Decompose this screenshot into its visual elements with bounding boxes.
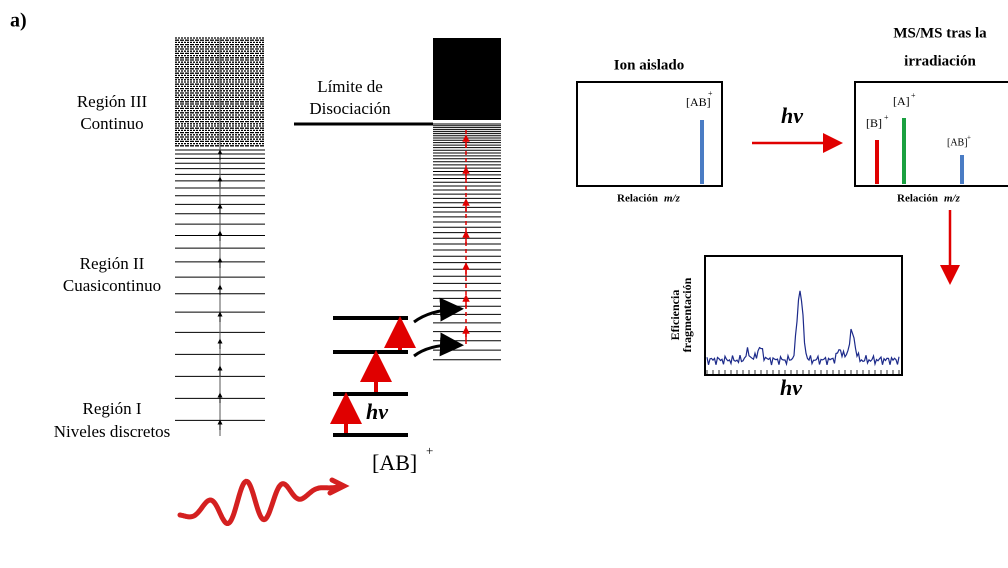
spectrum-box <box>854 81 1008 187</box>
peak-label: [A] <box>893 94 910 108</box>
photon-label: hv <box>366 399 388 424</box>
y-label: Eficiencia <box>668 290 682 341</box>
transfer-arrows <box>413 297 464 358</box>
panel-label: a) <box>10 10 27 32</box>
spectrum-title: irradiación <box>904 53 976 69</box>
ion-label: [AB] <box>372 450 417 475</box>
region-name: Región III <box>77 92 148 111</box>
peak-charge: + <box>884 113 889 122</box>
limit-label: Límite de <box>317 77 383 96</box>
x-label: Relación <box>617 193 658 205</box>
region-desc: Continuo <box>80 114 143 133</box>
peak-label: [AB] <box>686 95 711 109</box>
peak-charge: + <box>708 89 713 98</box>
peak-label: [AB] <box>947 137 968 148</box>
region-name: Región I <box>82 399 141 418</box>
photon-wave <box>177 477 350 526</box>
peak-label: [B] <box>866 116 882 130</box>
x-label: Relación <box>897 193 938 205</box>
x-label: m/z <box>664 193 681 205</box>
x-label: m/z <box>944 193 961 205</box>
peak-charge: + <box>911 91 916 100</box>
peak-charge: + <box>967 134 971 142</box>
efficiency-box <box>704 255 903 376</box>
region-desc: Niveles discretos <box>54 422 171 441</box>
spectrum-title: Ion aislado <box>614 57 684 73</box>
ion-charge: + <box>426 443 433 458</box>
energy-ladders <box>175 37 900 436</box>
efficiency-trace <box>706 290 900 367</box>
y-label: fragmentación <box>680 277 694 352</box>
region-name: Región II <box>80 254 145 273</box>
spectrum-title: MS/MS tras la <box>893 25 987 41</box>
limit-label: Disociación <box>309 99 391 118</box>
arrow-label: hv <box>781 103 803 128</box>
x-label: hv <box>780 375 802 400</box>
spectrum-box <box>576 81 723 187</box>
region-desc: Cuasicontinuo <box>63 276 161 295</box>
excitation-arrows <box>330 316 416 433</box>
continuum-block <box>433 38 501 120</box>
